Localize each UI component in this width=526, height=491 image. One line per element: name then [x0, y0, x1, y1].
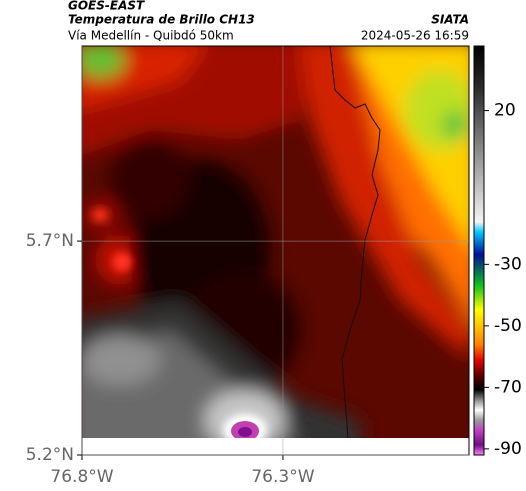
timestamp: 2024-05-26 16:59 — [361, 29, 469, 43]
lat-tick-label: 5.2°N — [26, 445, 74, 465]
title: GOES-EAST — [68, 0, 145, 13]
colorbar-tick-label: -90 — [494, 439, 522, 459]
lon-tick-label: 76.8°W — [50, 467, 113, 487]
source: SIATA — [431, 13, 469, 27]
subtitle: Temperatura de Brillo CH13 — [68, 13, 255, 27]
lat-tick-label: 5.7°N — [26, 231, 74, 251]
colorbar-tick-label: -70 — [494, 377, 522, 397]
lon-tick-label: 76.3°W — [251, 467, 314, 487]
colorbar-tick-label: -50 — [494, 316, 522, 336]
colorbar-tick-label: -30 — [494, 254, 522, 274]
colorbar — [473, 45, 485, 456]
satellite-image — [82, 46, 469, 455]
colorbar-tick-label: 20 — [494, 101, 516, 121]
region: Vía Medellín - Quibdó 50km — [68, 29, 234, 43]
